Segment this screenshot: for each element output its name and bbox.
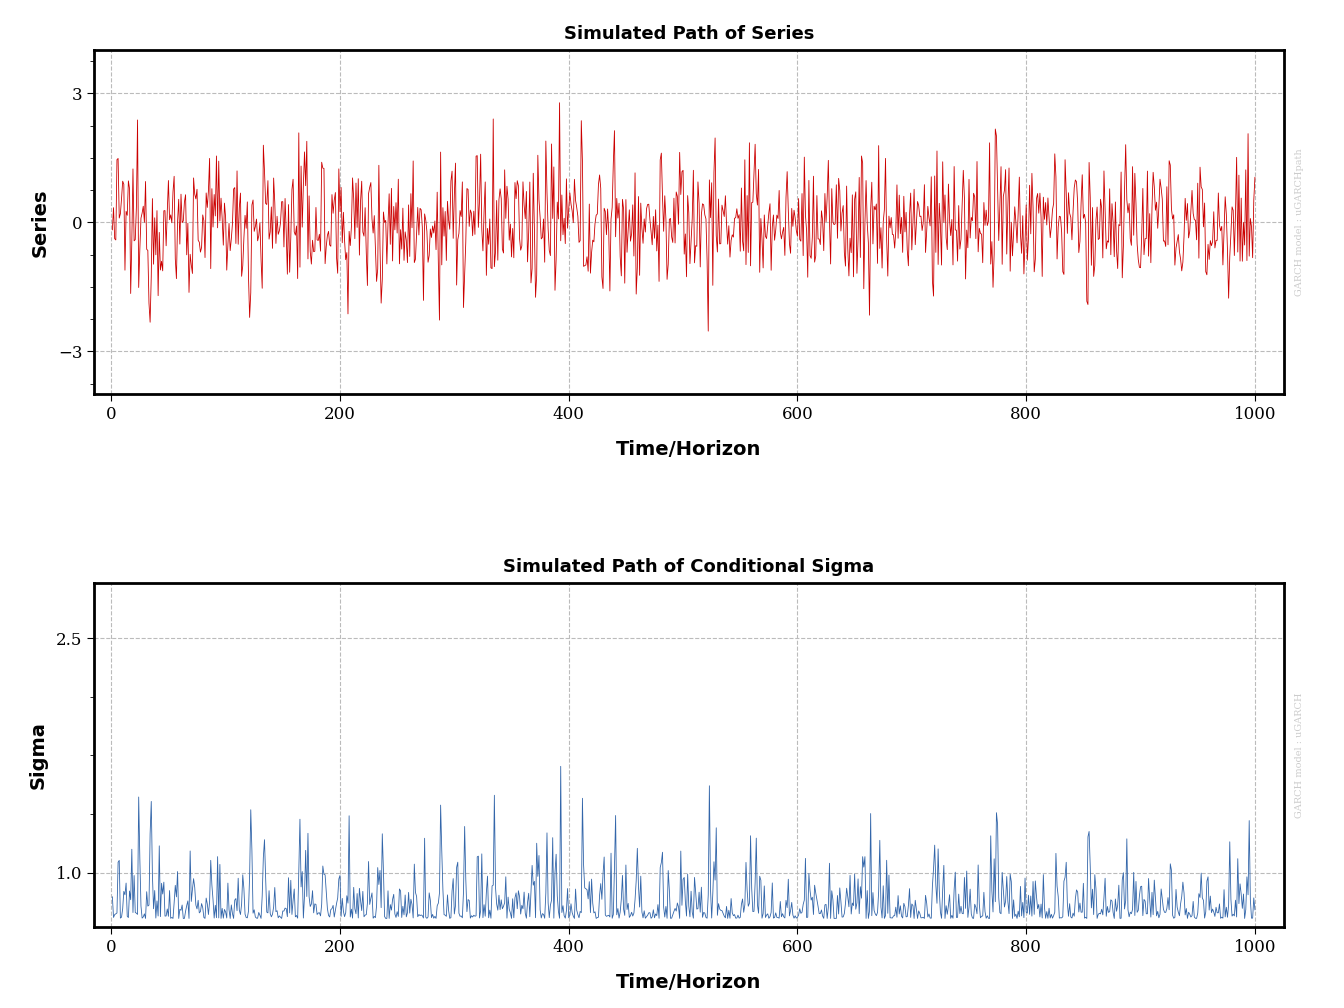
Title: Simulated Path of Conditional Sigma: Simulated Path of Conditional Sigma xyxy=(503,558,875,577)
X-axis label: Time/Horizon: Time/Horizon xyxy=(616,973,762,992)
Y-axis label: Sigma: Sigma xyxy=(28,722,47,789)
Y-axis label: Series: Series xyxy=(31,188,50,257)
X-axis label: Time/Horizon: Time/Horizon xyxy=(616,439,762,459)
Title: Simulated Path of Series: Simulated Path of Series xyxy=(563,25,814,43)
Text: GARCH model : uGARCHpath: GARCH model : uGARCHpath xyxy=(1296,148,1305,296)
Text: GARCH model : uGARCH: GARCH model : uGARCH xyxy=(1296,692,1305,818)
